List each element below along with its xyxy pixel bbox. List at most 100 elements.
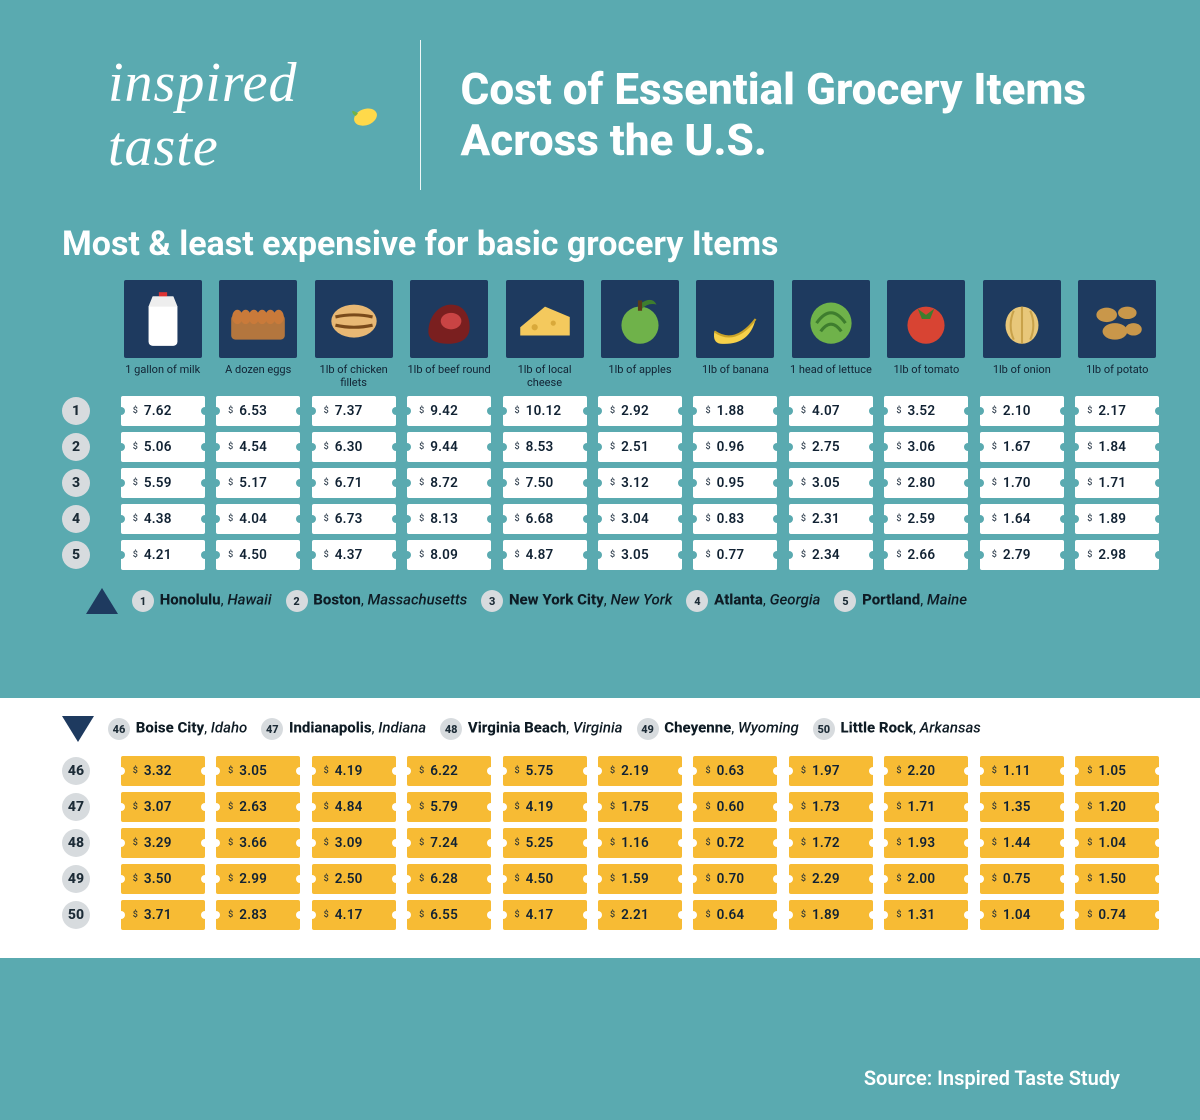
price-tag: $2.80 (884, 468, 968, 498)
rank-badge: 4 (62, 505, 90, 533)
legend-rank-badge: 49 (637, 718, 659, 740)
price-tag: $4.17 (312, 900, 396, 930)
price-tag: $0.64 (693, 900, 777, 930)
price-tag: $4.50 (216, 540, 300, 570)
price-tag: $2.34 (789, 540, 873, 570)
price-tag: $0.95 (693, 468, 777, 498)
price-tag: $5.79 (407, 792, 491, 822)
price-tag: $5.17 (216, 468, 300, 498)
price-tag: $1.88 (693, 396, 777, 426)
price-tag: $9.42 (407, 396, 491, 426)
main-title: Cost of Essential Grocery Items Across t… (461, 64, 1162, 165)
price-tag: $1.67 (980, 432, 1064, 462)
price-tag: $1.93 (884, 828, 968, 858)
price-tag: $3.12 (598, 468, 682, 498)
rank-badge: 47 (62, 793, 90, 821)
price-row: 49$3.50$2.99$2.50$6.28$4.50$1.59$0.70$2.… (62, 864, 1162, 894)
rank-badge: 3 (62, 469, 90, 497)
price-tag: $3.05 (789, 468, 873, 498)
apple-icon (601, 280, 679, 358)
item-label: 1 head of lettuce (786, 364, 875, 390)
item-label: 1lb of apples (595, 364, 684, 390)
brand-logo: inspired taste (108, 51, 380, 179)
chicken-icon (315, 280, 393, 358)
item-label: 1lb of potato (1073, 364, 1162, 390)
price-tag: $2.51 (598, 432, 682, 462)
price-tag: $1.31 (884, 900, 968, 930)
item-header-banana: 1lb of banana (691, 280, 780, 390)
price-tag: $5.75 (503, 756, 587, 786)
legend-city: 4 Atlanta, Georgia (686, 590, 820, 612)
price-tag: $7.24 (407, 828, 491, 858)
top-section: 1 gallon of milk A dozen eggs 1lb of chi… (62, 280, 1162, 614)
price-tag: $0.75 (980, 864, 1064, 894)
item-header-potato: 1lb of potato (1073, 280, 1162, 390)
legend-city: 46 Boise City, Idaho (108, 718, 247, 740)
price-tag: $1.89 (1075, 504, 1159, 534)
price-tag: $2.98 (1075, 540, 1159, 570)
price-tag: $1.35 (980, 792, 1064, 822)
price-tag: $2.99 (216, 864, 300, 894)
price-tag: $6.30 (312, 432, 396, 462)
price-tag: $7.62 (121, 396, 205, 426)
price-tag: $4.07 (789, 396, 873, 426)
price-tag: $2.29 (789, 864, 873, 894)
price-tag: $1.04 (980, 900, 1064, 930)
price-tag: $6.71 (312, 468, 396, 498)
price-tag: $8.72 (407, 468, 491, 498)
item-label: 1lb of onion (977, 364, 1066, 390)
lettuce-icon (792, 280, 870, 358)
price-tag: $5.25 (503, 828, 587, 858)
legend-city: 2 Boston, Massachusetts (286, 590, 468, 612)
price-row: 46$3.32$3.05$4.19$6.22$5.75$2.19$0.63$1.… (62, 756, 1162, 786)
price-tag: $1.70 (980, 468, 1064, 498)
price-tag: $8.09 (407, 540, 491, 570)
price-tag: $1.72 (789, 828, 873, 858)
price-tag: $1.50 (1075, 864, 1159, 894)
price-tag: $3.71 (121, 900, 205, 930)
price-tag: $6.22 (407, 756, 491, 786)
price-tag: $2.63 (216, 792, 300, 822)
item-header-tomato: 1lb of tomato (882, 280, 971, 390)
price-tag: $0.74 (1075, 900, 1159, 930)
price-tag: $3.05 (598, 540, 682, 570)
price-tag: $4.21 (121, 540, 205, 570)
price-tag: $0.83 (693, 504, 777, 534)
item-header-lettuce: 1 head of lettuce (786, 280, 875, 390)
price-row: 50$3.71$2.83$4.17$6.55$4.17$2.21$0.64$1.… (62, 900, 1162, 930)
price-tag: $4.19 (312, 756, 396, 786)
price-tag: $1.64 (980, 504, 1064, 534)
lemon-icon (345, 94, 384, 136)
price-tag: $0.96 (693, 432, 777, 462)
price-tag: $1.71 (1075, 468, 1159, 498)
price-tag: $3.05 (216, 756, 300, 786)
potato-icon (1078, 280, 1156, 358)
price-tag: $7.50 (503, 468, 587, 498)
price-tag: $3.66 (216, 828, 300, 858)
price-tag: $6.68 (503, 504, 587, 534)
legend-rank-badge: 2 (286, 590, 308, 612)
rank-badge: 2 (62, 433, 90, 461)
price-tag: $2.79 (980, 540, 1064, 570)
item-header-onion: 1lb of onion (977, 280, 1066, 390)
price-tag: $3.07 (121, 792, 205, 822)
price-tag: $7.37 (312, 396, 396, 426)
price-row: 4$4.38$4.04$6.73$8.13$6.68$3.04$0.83$2.3… (62, 504, 1162, 534)
price-tag: $2.50 (312, 864, 396, 894)
price-tag: $2.59 (884, 504, 968, 534)
rank-badge: 50 (62, 901, 90, 929)
price-tag: $0.77 (693, 540, 777, 570)
price-row: 5$4.21$4.50$4.37$8.09$4.87$3.05$0.77$2.3… (62, 540, 1162, 570)
footer: Source: Inspired Taste Study (0, 1036, 1200, 1120)
price-tag: $1.44 (980, 828, 1064, 858)
header: inspired taste Cost of Essential Grocery… (108, 40, 1162, 190)
legend-rank-badge: 3 (481, 590, 503, 612)
legend-city: 48 Virginia Beach, Virginia (440, 718, 622, 740)
rank-badge: 48 (62, 829, 90, 857)
item-label: 1lb of tomato (882, 364, 971, 390)
price-tag: $3.29 (121, 828, 205, 858)
item-header-chicken: 1lb of chicken fillets (309, 280, 398, 390)
price-tag: $4.17 (503, 900, 587, 930)
price-tag: $4.84 (312, 792, 396, 822)
price-tag: $4.87 (503, 540, 587, 570)
